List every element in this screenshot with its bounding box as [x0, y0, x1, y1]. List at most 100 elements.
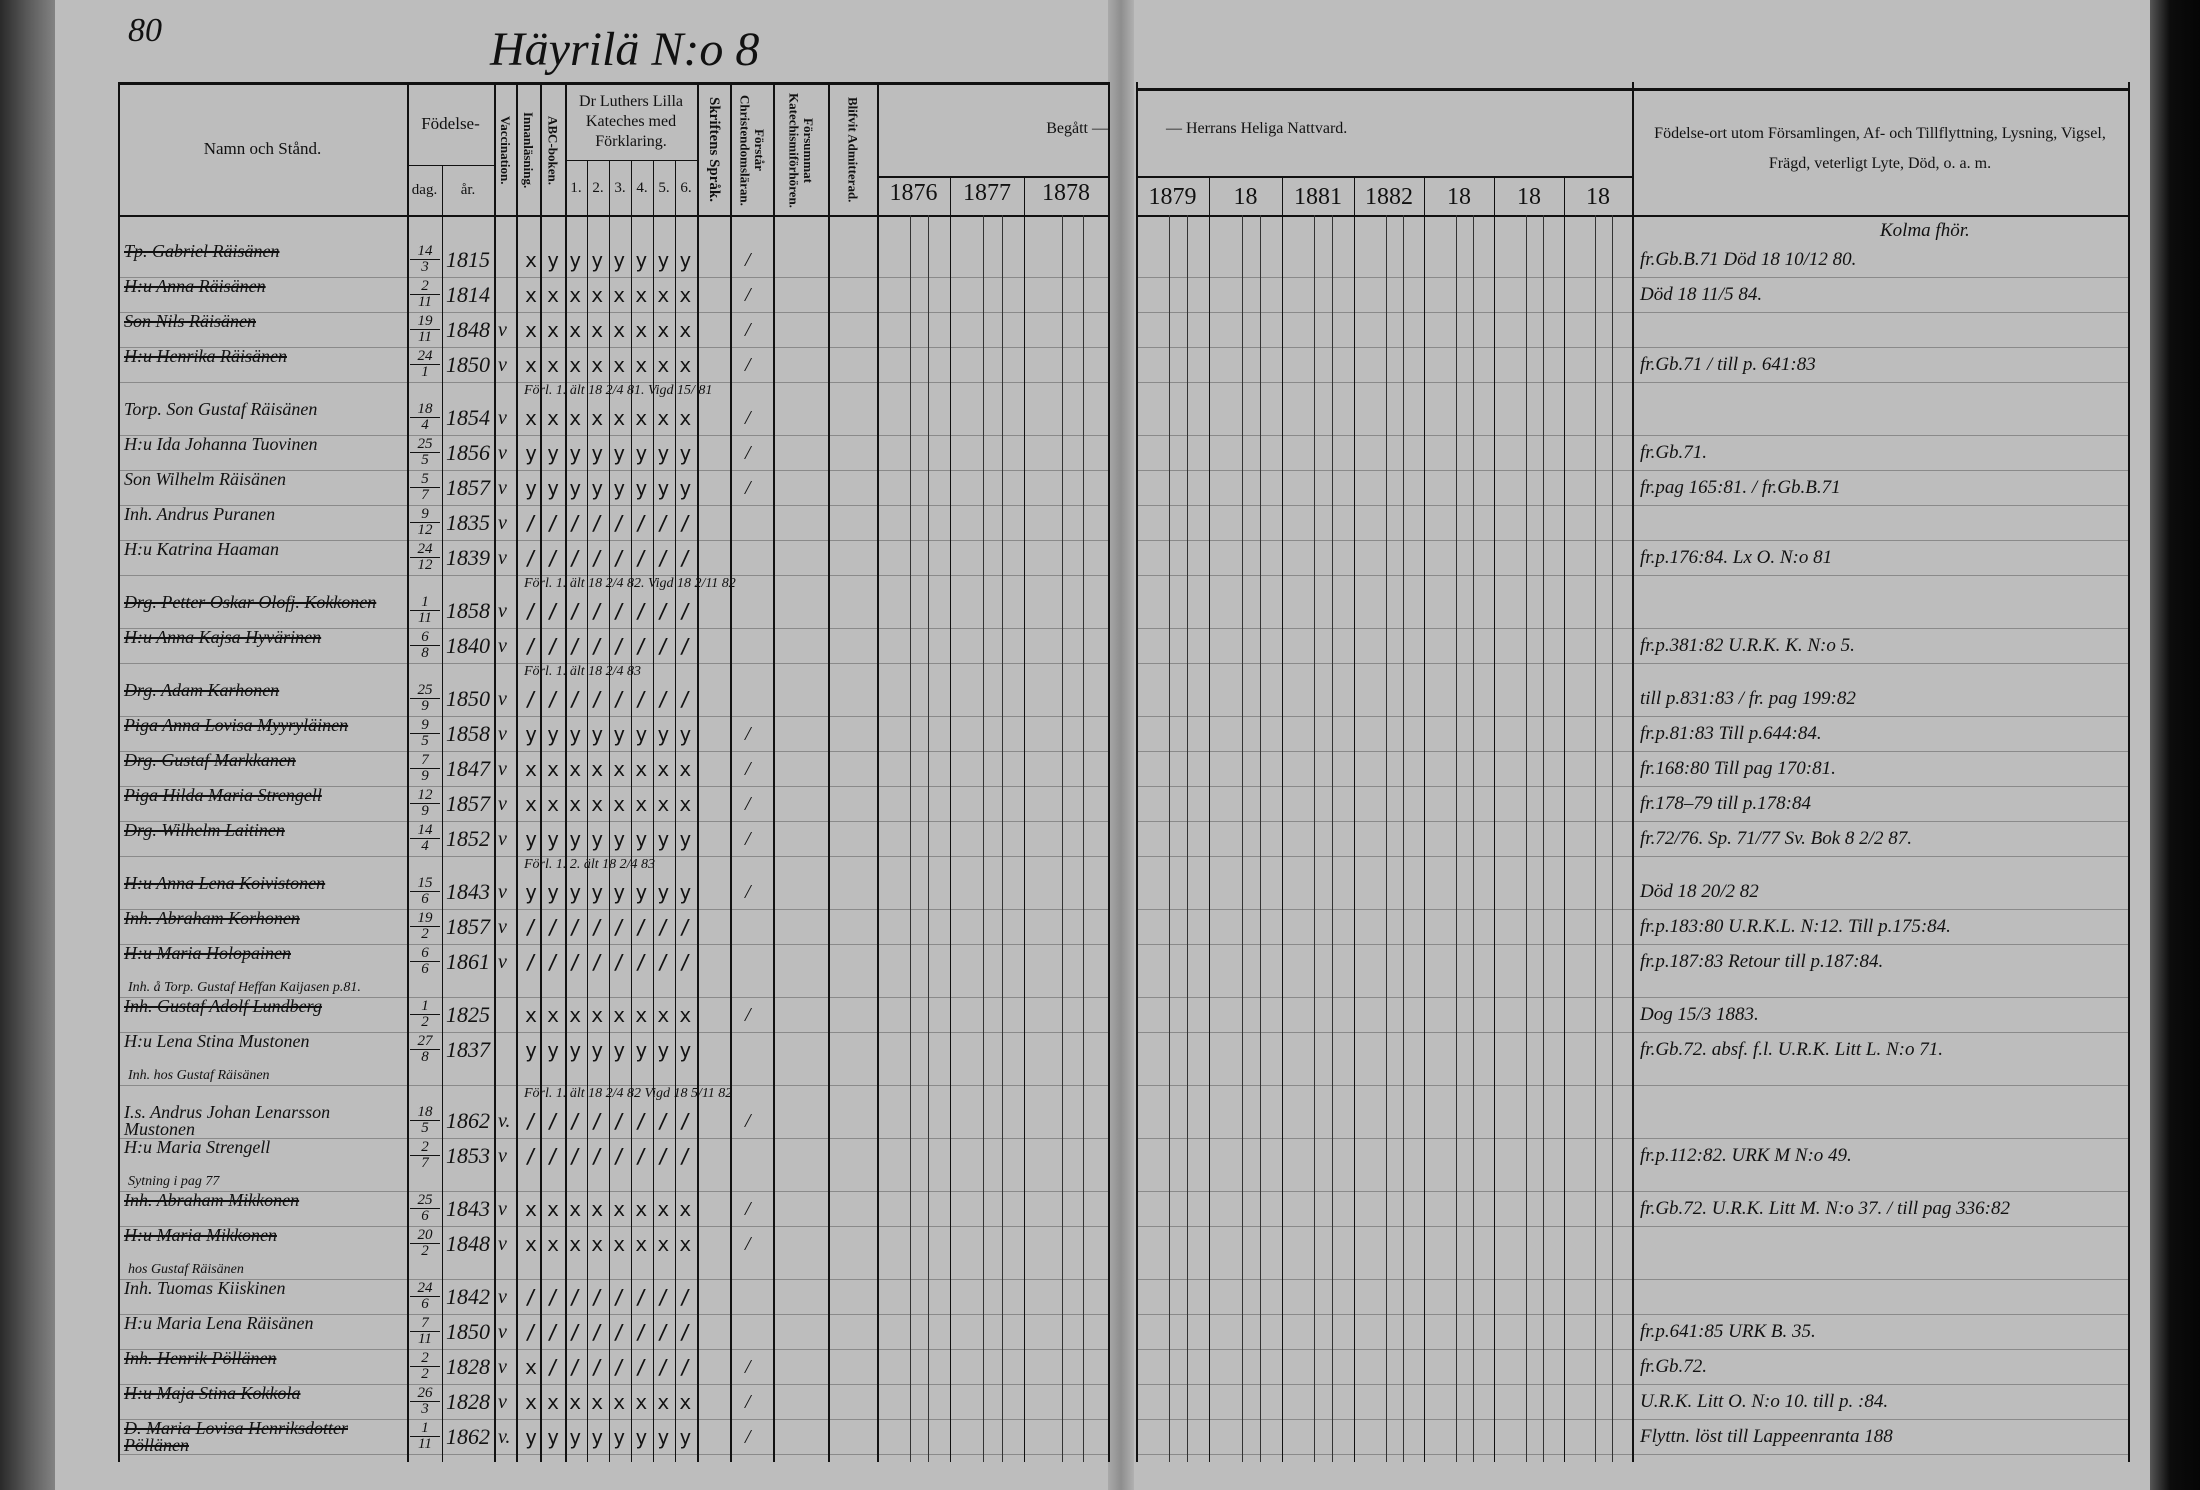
- ruled-line: [118, 1032, 1108, 1033]
- communion-year: 1879: [1148, 184, 1197, 210]
- birth-day-number: 19: [410, 314, 440, 330]
- vaccination-mark: v.: [498, 1426, 511, 1448]
- ruled-line: [118, 786, 1108, 787]
- column-rule: [1354, 176, 1355, 1462]
- birth-day: 25 5: [410, 437, 440, 468]
- person-subnote: Inh. hos Gustaf Räisänen: [128, 1068, 270, 1083]
- admitted-mark: /: [745, 828, 751, 850]
- vaccination-mark: v: [498, 881, 507, 903]
- birth-day-number: 19: [410, 911, 440, 927]
- vaccination-mark: v: [498, 635, 507, 657]
- remark: fr.72/76. Sp. 71/77 Sv. Bok 8 2/2 87.: [1640, 828, 1912, 849]
- admitted-mark: /: [745, 1356, 751, 1378]
- communion-subcolumn: [1169, 215, 1170, 1462]
- person-subnote: Inh. å Torp. Gustaf Heffan Kaijasen p.81…: [128, 980, 361, 995]
- birth-year: 1850: [446, 686, 490, 711]
- birth-month: 11: [418, 329, 432, 345]
- reading-marks: xxxxxxxx: [525, 792, 702, 816]
- vaccination-mark: v: [498, 688, 507, 710]
- communion-subcolumn: [1543, 215, 1544, 1462]
- vaccination-mark: v: [498, 758, 507, 780]
- birth-day-number: 25: [410, 683, 440, 699]
- admitted-mark: /: [745, 723, 751, 745]
- header-communion-right: — Herrans Heliga Nattvard.: [1166, 120, 1348, 137]
- birth-day-number: 27: [410, 1034, 440, 1050]
- birth-year: 1837: [446, 1037, 490, 1062]
- person-name: H:u Anna Räisänen: [124, 276, 266, 296]
- admitted-mark: /: [745, 1233, 751, 1255]
- ruled-line: [118, 856, 1108, 857]
- vaccination-mark: v: [498, 1145, 507, 1167]
- birth-day-number: 9: [410, 507, 440, 523]
- column-rule: [516, 82, 518, 1462]
- vaccination-mark: v: [498, 1233, 507, 1255]
- person-name: H:u Maria Mikkonen: [124, 1225, 277, 1245]
- birth-year: 1828: [446, 1389, 490, 1414]
- birth-day-number: 6: [410, 630, 440, 646]
- confirmation-note: Förl. 1. ält 18 2/4 83: [524, 664, 642, 679]
- birth-day-number: 20: [410, 1228, 440, 1244]
- birth-month: 6: [421, 1296, 429, 1312]
- birth-day-number: 9: [410, 718, 440, 734]
- birth-month: 11: [418, 1331, 432, 1347]
- birth-year: 1843: [446, 1196, 490, 1221]
- person-name: D. Maria Lovisa Henriksdotter Pöllänen: [124, 1418, 348, 1455]
- birth-day-number: 25: [410, 1193, 440, 1209]
- column-rule: [1282, 176, 1283, 1462]
- vaccination-mark: v: [498, 1391, 507, 1413]
- communion-year: 18: [1586, 184, 1610, 210]
- column-rule: [1494, 176, 1495, 1462]
- birth-day-number: 18: [410, 1105, 440, 1121]
- ruled-line: [118, 1085, 1108, 1086]
- birth-day: 18 4: [410, 402, 440, 433]
- communion-subcolumn: [910, 215, 911, 1462]
- header-catechism-part: 6.: [680, 179, 692, 196]
- column-rule: [1136, 82, 1138, 1462]
- remark: fr.Gb.72.: [1640, 1356, 1708, 1377]
- communion-subcolumn: [1260, 215, 1261, 1462]
- header-name: Namn och Stånd.: [203, 139, 322, 159]
- birth-month: 4: [421, 838, 429, 854]
- reading-marks: xxxxxxxx: [525, 283, 702, 307]
- birth-month: 4: [421, 417, 429, 433]
- person-name: Son Wilhelm Räisänen: [124, 469, 286, 489]
- birth-year: 1850: [446, 1319, 490, 1344]
- birth-day-number: 5: [410, 472, 440, 488]
- birth-day: 15 6: [410, 876, 440, 907]
- communion-subcolumn: [928, 215, 929, 1462]
- confirmation-note: Förl. 1. ält 18 2/4 82. Vigd 18 2/11 82: [524, 576, 736, 591]
- birth-month: 7: [421, 1155, 429, 1171]
- birth-year: 1843: [446, 879, 490, 904]
- birth-day-number: 6: [410, 946, 440, 962]
- reading-marks: ////////: [525, 634, 702, 658]
- birth-month: 6: [421, 961, 429, 977]
- birth-year: 1828: [446, 1354, 490, 1379]
- birth-month: 9: [421, 768, 429, 784]
- vaccination-mark: v: [498, 512, 507, 534]
- header-birth-day: dag.: [411, 181, 438, 198]
- communion-subcolumn: [1386, 215, 1387, 1462]
- person-name: Drg. Gustaf Markkanen: [124, 750, 296, 770]
- ruled-line: [118, 1138, 1108, 1139]
- column-rule: [587, 160, 588, 1462]
- years-subrule: [877, 176, 1108, 178]
- person-name: Inh. Abraham Mikkonen: [124, 1190, 300, 1210]
- remark: fr.p.81:83 Till p.644:84.: [1640, 723, 1822, 744]
- header-reading: Innanläsning.: [521, 111, 537, 189]
- birth-year: 1815: [446, 247, 490, 272]
- communion-year: 1881: [1294, 184, 1342, 210]
- header-admitted: Blifvit Admitterad.: [845, 97, 861, 203]
- admitted-mark: /: [745, 284, 751, 306]
- remark: fr.Gb.72. absf. f.l. U.R.K. Litt L. N:o …: [1640, 1039, 1943, 1060]
- birth-day-number: 26: [410, 1386, 440, 1402]
- person-name: H:u Maria Holopainen: [124, 943, 291, 963]
- reading-marks: ////////: [525, 1320, 702, 1344]
- person-name: Tp. Gabriel Räisänen: [124, 241, 280, 261]
- ledger-page: [55, 0, 2155, 1490]
- column-rule: [494, 82, 496, 1462]
- vaccination-mark: v: [498, 547, 507, 569]
- remark: fr.p.641:85 URK B. 35.: [1640, 1321, 1816, 1342]
